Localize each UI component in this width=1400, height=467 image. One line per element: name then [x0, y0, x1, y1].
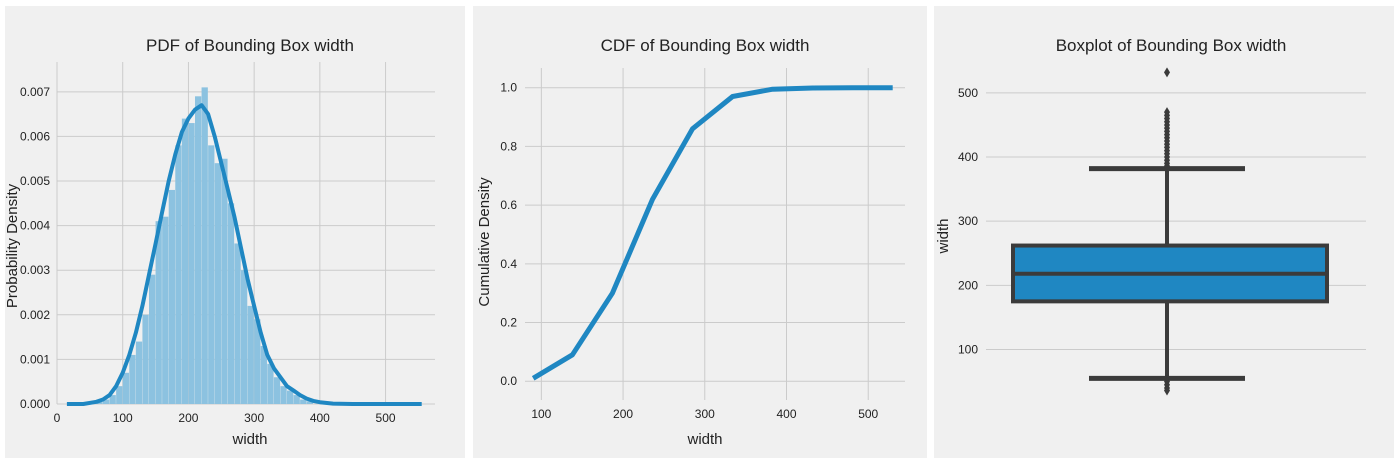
- outlier-point: [1164, 385, 1170, 396]
- boxplot-chart-title: Boxplot of Bounding Box width: [1056, 36, 1287, 55]
- cdf-y-tick-label: 0.2: [500, 316, 517, 330]
- pdf-chart-title: PDF of Bounding Box width: [146, 36, 354, 55]
- cdf-chart-title: CDF of Bounding Box width: [601, 36, 810, 55]
- histogram-bar: [116, 386, 123, 404]
- cdf-x-tick-label: 100: [531, 407, 551, 421]
- histogram-bar: [129, 354, 136, 404]
- pdf-y-tick-label: 0.002: [20, 308, 50, 322]
- pdf-x-tick-label: 0: [54, 411, 61, 425]
- outlier-point: [1164, 67, 1170, 78]
- histogram-bar: [149, 274, 156, 404]
- outlier-point: [1164, 107, 1170, 118]
- histogram-bar: [168, 189, 175, 404]
- histogram-bar: [109, 395, 116, 404]
- cdf-chart: CDF of Bounding Box width 100 200 300 400 50…: [476, 36, 905, 448]
- histogram-bar: [208, 145, 215, 404]
- boxplot-y-tick-label: 300: [958, 214, 978, 228]
- histogram-bar: [234, 243, 241, 404]
- cdf-x-tick-label: 400: [776, 407, 796, 421]
- pdf-x-tick-label: 100: [113, 411, 133, 425]
- histogram-bar: [241, 270, 248, 404]
- histogram-bar: [122, 372, 129, 404]
- boxplot-y-tick-label: 500: [958, 86, 978, 100]
- histogram-bar: [221, 158, 228, 404]
- histogram-bar: [267, 363, 274, 404]
- cdf-y-tick-label: 0.6: [500, 198, 517, 212]
- histogram-bar: [227, 203, 235, 404]
- pdf-chart-panel: PDF of Bounding Box width 0 100 200 300 400 5…: [5, 6, 465, 458]
- histogram-bar: [214, 163, 221, 404]
- histogram-bar: [254, 319, 261, 404]
- cdf-line: [531, 85, 893, 381]
- histogram-bar: [201, 87, 208, 404]
- histogram-bar: [96, 401, 103, 404]
- pdf-chart: PDF of Bounding Box width 0 100 200 300 400 5…: [5, 36, 435, 448]
- histogram-bar: [306, 401, 313, 404]
- histogram-bar: [181, 118, 189, 404]
- cdf-x-tick-label: 500: [858, 407, 878, 421]
- pdf-y-tick-label: 0.001: [20, 352, 50, 366]
- cdf-x-tick-label: 200: [613, 407, 633, 421]
- boxplot-chart-panel: Boxplot of Bounding Box width 100 200 300 4…: [934, 6, 1394, 458]
- pdf-y-tick-label: 0.006: [20, 129, 50, 143]
- cdf-y-tick-label: 0.8: [500, 139, 517, 153]
- pdf-y-tick-label: 0.007: [20, 85, 50, 99]
- histogram-bar: [300, 399, 307, 404]
- boxplot-y-axis-label: width: [935, 218, 952, 254]
- cdf-x-axis-label: width: [686, 431, 722, 448]
- histogram-bar: [135, 341, 143, 404]
- histogram-bar: [280, 386, 287, 404]
- histogram-bar: [247, 305, 254, 404]
- histogram-bar: [155, 221, 162, 404]
- histogram-bar: [162, 216, 169, 404]
- cdf-y-axis-label: Cumulative Density: [476, 177, 493, 307]
- histogram-bar: [287, 390, 294, 404]
- histogram-bar: [273, 377, 281, 404]
- histogram-bar: [195, 96, 202, 404]
- pdf-x-tick-label: 500: [376, 411, 396, 425]
- pdf-x-axis-label: width: [231, 431, 267, 448]
- cdf-chart-panel: CDF of Bounding Box width 100 200 300 400 50…: [473, 6, 927, 458]
- histogram-bar: [293, 395, 300, 404]
- pdf-y-tick-label: 0.000: [20, 397, 50, 411]
- pdf-y-tick-label: 0.005: [20, 174, 50, 188]
- pdf-x-tick-label: 300: [244, 411, 264, 425]
- histogram-bar: [103, 399, 110, 404]
- pdf-x-tick-label: 200: [178, 411, 198, 425]
- pdf-y-tick-label: 0.004: [20, 219, 50, 233]
- histogram-bar: [188, 123, 195, 405]
- kde-curve: [66, 103, 422, 406]
- cdf-y-tick-label: 0.4: [500, 257, 517, 271]
- boxplot-chart: Boxplot of Bounding Box width 100 200 300 4…: [935, 36, 1366, 396]
- pdf-y-tick-label: 0.003: [20, 263, 50, 277]
- histogram-bar: [142, 314, 149, 404]
- histogram-bar: [175, 145, 182, 404]
- boxplot-y-tick-label: 200: [958, 278, 978, 292]
- cdf-x-tick-label: 300: [695, 407, 715, 421]
- boxplot-y-tick-label: 100: [958, 342, 978, 356]
- histogram-bar: [260, 346, 267, 404]
- cdf-y-tick-label: 0.0: [500, 374, 517, 388]
- pdf-y-axis-label: Probability Density: [5, 183, 21, 308]
- pdf-x-tick-label: 400: [310, 411, 330, 425]
- boxplot-y-tick-label: 400: [958, 150, 978, 164]
- cdf-y-tick-label: 1.0: [500, 81, 517, 95]
